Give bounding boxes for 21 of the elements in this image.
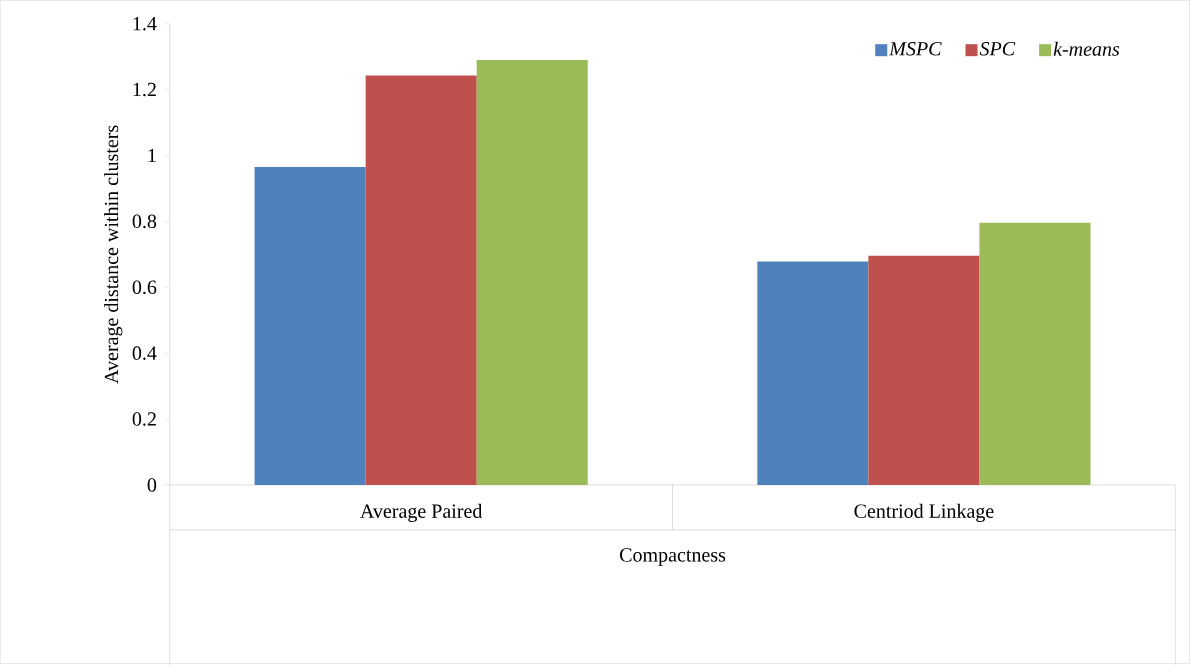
bar bbox=[476, 59, 588, 485]
y-tick-label: 0 bbox=[147, 478, 157, 492]
y-tick-label: 1.4 bbox=[133, 16, 157, 31]
y-tick-label: 0.4 bbox=[132, 346, 157, 360]
legend-label: MSPC bbox=[889, 41, 942, 56]
x-axis-title: Compactness bbox=[620, 548, 726, 566]
legend-label: SPC bbox=[979, 41, 1016, 56]
legend-label: k-means bbox=[1053, 41, 1120, 56]
y-axis-title: Average distance within clusters bbox=[104, 125, 123, 384]
y-tick-label: 0.2 bbox=[132, 412, 156, 426]
y-tick-label: 1 bbox=[148, 148, 156, 162]
y-tick-label: 0.6 bbox=[132, 280, 157, 294]
bar bbox=[757, 261, 869, 485]
bar bbox=[868, 255, 980, 485]
x-tick-label: Average Paired bbox=[360, 503, 483, 522]
bar bbox=[254, 166, 366, 485]
y-tick-label: 1.2 bbox=[133, 82, 156, 97]
bar bbox=[979, 222, 1091, 485]
y-tick-label: 0.8 bbox=[132, 214, 157, 229]
bar bbox=[365, 75, 477, 485]
x-tick-label: Centriod Linkage bbox=[854, 503, 994, 522]
